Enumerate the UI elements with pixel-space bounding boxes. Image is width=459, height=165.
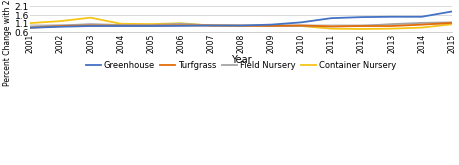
Turfgrass [449,22,454,24]
Greenhouse [419,16,425,18]
Turfgrass [28,27,33,29]
Field Nursery [419,22,425,24]
Container Nursery [238,25,244,27]
X-axis label: Year: Year [231,55,252,65]
Container Nursery [208,25,214,27]
Container Nursery [58,20,63,22]
Field Nursery [58,25,63,27]
Container Nursery [178,22,184,24]
Greenhouse [389,16,394,18]
Field Nursery [148,24,153,26]
Field Nursery [88,23,93,25]
Turfgrass [269,25,274,27]
Greenhouse [269,24,274,26]
Greenhouse [358,16,364,18]
Greenhouse [238,25,244,27]
Legend: Greenhouse, Turfgrass, Field Nursery, Container Nursery: Greenhouse, Turfgrass, Field Nursery, Co… [82,58,400,73]
Turfgrass [238,25,244,27]
Turfgrass [178,24,184,26]
Turfgrass [148,25,153,27]
Greenhouse [449,11,454,13]
Turfgrass [358,25,364,27]
Field Nursery [178,23,184,25]
Container Nursery [28,22,33,24]
Y-axis label: Percent Change with 2007 as Base: Percent Change with 2007 as Base [3,0,12,86]
Field Nursery [358,25,364,27]
Turfgrass [389,25,394,27]
Greenhouse [58,26,63,28]
Greenhouse [88,25,93,27]
Field Nursery [449,21,454,23]
Greenhouse [148,25,153,27]
Field Nursery [28,25,33,27]
Greenhouse [298,21,304,23]
Container Nursery [298,25,304,27]
Turfgrass [419,24,425,26]
Turfgrass [58,25,63,27]
Turfgrass [88,25,93,27]
Container Nursery [389,28,394,30]
Turfgrass [298,25,304,27]
Turfgrass [329,25,334,27]
Field Nursery [238,25,244,27]
Line: Container Nursery: Container Nursery [30,18,452,29]
Greenhouse [118,25,123,27]
Field Nursery [118,24,123,26]
Container Nursery [329,28,334,30]
Container Nursery [118,23,123,25]
Container Nursery [269,25,274,27]
Line: Turfgrass: Turfgrass [30,23,452,28]
Line: Field Nursery: Field Nursery [30,22,452,26]
Field Nursery [389,23,394,25]
Container Nursery [419,27,425,29]
Turfgrass [118,25,123,27]
Greenhouse [178,25,184,27]
Container Nursery [358,28,364,30]
Container Nursery [449,23,454,25]
Field Nursery [269,25,274,27]
Field Nursery [329,25,334,27]
Field Nursery [298,25,304,27]
Line: Greenhouse: Greenhouse [30,12,452,28]
Greenhouse [208,25,214,27]
Greenhouse [329,17,334,19]
Turfgrass [208,25,214,27]
Greenhouse [28,27,33,29]
Container Nursery [148,23,153,25]
Container Nursery [88,17,93,19]
Field Nursery [208,25,214,27]
